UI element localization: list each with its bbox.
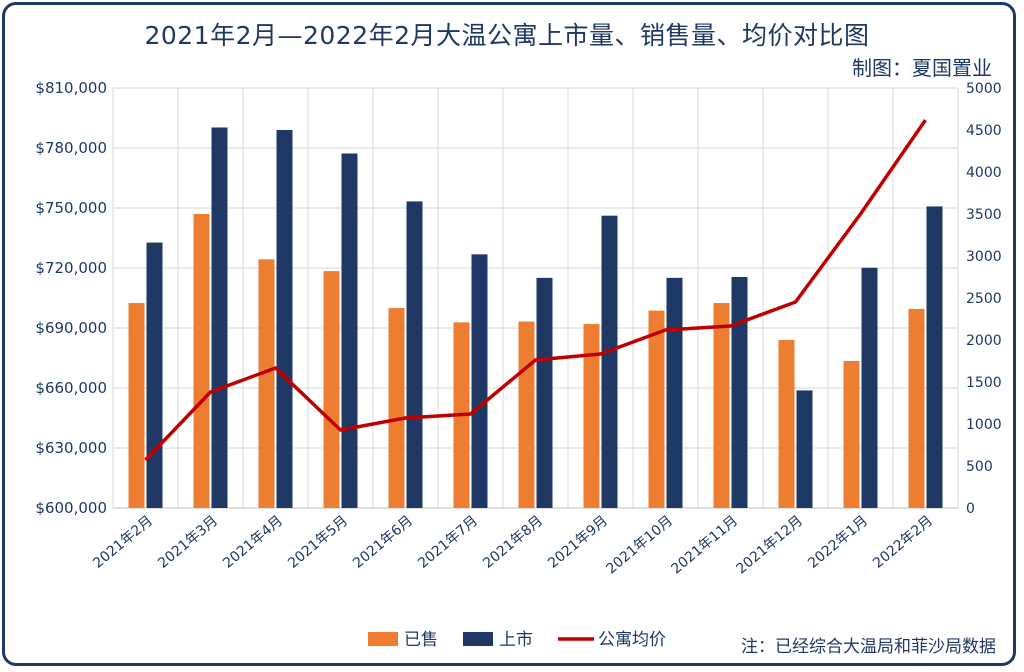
bar-listed <box>796 390 813 508</box>
bar-listed <box>146 242 163 508</box>
y-right-tick-label: 2000 <box>966 333 1002 349</box>
bar-sold <box>713 303 730 508</box>
legend-swatch-listed <box>463 632 493 646</box>
bar-sold <box>583 324 600 508</box>
y-right-tick-label: 1000 <box>966 417 1002 433</box>
chart-title: 2021年2月—2022年2月大温公寓上市量、销售量、均价对比图 <box>144 21 870 50</box>
y-right-tick-label: 3500 <box>966 207 1002 223</box>
chart-note: 注：已经综合大温局和菲沙局数据 <box>741 637 996 657</box>
bar-listed <box>926 206 943 508</box>
x-tick-label: 2022年1月 <box>805 513 871 572</box>
bars <box>128 127 943 508</box>
y-left-tick-label: $810,000 <box>35 79 107 97</box>
legend: 已售 上市 公寓均价 <box>368 630 666 650</box>
price-line <box>144 119 927 462</box>
bar-listed <box>861 267 878 508</box>
x-tick-label: 2021年12月 <box>733 513 806 578</box>
x-tick-label: 2021年8月 <box>480 513 546 572</box>
x-tick-label: 2021年3月 <box>155 513 221 572</box>
legend-label-sold: 已售 <box>404 630 438 650</box>
x-tick-label: 2021年2月 <box>90 513 156 572</box>
bar-sold <box>518 321 535 508</box>
series-line-price <box>144 119 927 462</box>
y-left-tick-label: $630,000 <box>35 439 107 457</box>
bar-sold <box>258 259 275 508</box>
bar-listed <box>666 277 683 508</box>
chart-frame <box>2 2 1016 666</box>
y-left-tick-label: $690,000 <box>35 319 107 337</box>
y-left-tick-label: $750,000 <box>35 199 107 217</box>
y-right-tick-label: 0 <box>966 501 975 517</box>
bar-sold <box>128 303 145 508</box>
legend-label-listed: 上市 <box>499 630 533 650</box>
legend-label-price: 公寓均价 <box>598 630 666 650</box>
bar-listed <box>471 254 488 508</box>
bar-listed <box>276 130 293 508</box>
y-right-tick-label: 2500 <box>966 291 1002 307</box>
x-tick-label: 2022年2月 <box>870 513 936 572</box>
bar-sold <box>908 308 925 508</box>
gridlines <box>112 87 959 508</box>
bar-sold <box>778 340 795 508</box>
bar-sold <box>388 308 405 508</box>
y-right-tick-label: 4500 <box>966 123 1002 139</box>
y-left-tick-label: $780,000 <box>35 139 107 157</box>
y-right-tick-label: 5000 <box>966 81 1002 97</box>
y-right-tick-label: 500 <box>966 459 993 475</box>
y-left-tick-label: $720,000 <box>35 259 107 277</box>
bar-listed <box>731 277 748 508</box>
bar-sold <box>648 310 665 508</box>
bar-listed <box>601 215 618 508</box>
x-tick-label: 2021年10月 <box>603 513 676 578</box>
legend-swatch-sold <box>368 632 398 646</box>
bar-listed <box>341 153 358 508</box>
chart-credit: 制图：夏国置业 <box>852 56 992 80</box>
bar-sold <box>323 271 340 508</box>
y-right-tick-label: 3000 <box>966 249 1002 265</box>
bar-listed <box>406 201 423 508</box>
x-tick-label: 2021年7月 <box>415 513 481 572</box>
bar-listed <box>536 277 553 508</box>
bar-listed <box>211 127 228 508</box>
x-tick-label: 2021年6月 <box>350 513 416 572</box>
x-tick-label: 2021年4月 <box>220 513 286 572</box>
y-left-tick-label: $600,000 <box>35 499 107 517</box>
x-tick-label: 2021年5月 <box>285 513 351 572</box>
bar-sold <box>843 361 860 508</box>
x-tick-label: 2021年9月 <box>545 513 611 572</box>
bar-sold <box>193 214 210 508</box>
y-right-tick-label: 1500 <box>966 375 1002 391</box>
x-tick-label: 2021年11月 <box>668 513 741 578</box>
y-right-tick-label: 4000 <box>966 165 1002 181</box>
y-left-tick-label: $660,000 <box>35 379 107 397</box>
